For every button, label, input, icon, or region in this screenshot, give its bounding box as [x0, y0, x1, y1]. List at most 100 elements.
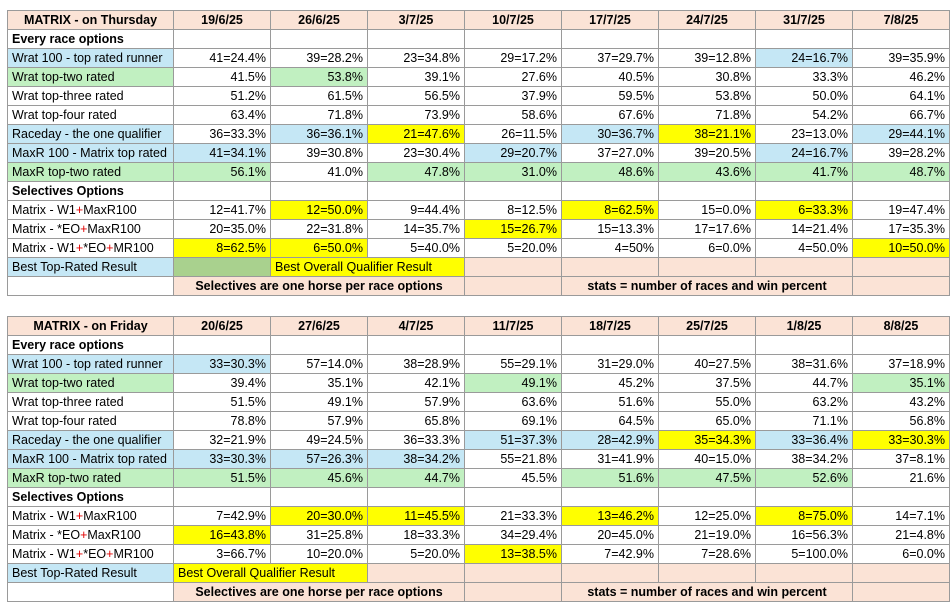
stat-cell: 23=13.0%: [755, 124, 853, 144]
stat-cell: 6=0.0%: [658, 238, 756, 258]
empty-cell: [173, 29, 271, 49]
notes-row: Selectives are one horse per race option…: [7, 276, 950, 296]
stat-cell: 44.7%: [367, 468, 465, 488]
empty-cell: [270, 29, 368, 49]
row-label: Matrix - W1+MaxR100: [7, 506, 174, 526]
stat-cell: 34=29.4%: [464, 525, 562, 545]
empty-cell: [658, 29, 756, 49]
label-part: MaxR100: [87, 222, 141, 236]
notes-row: Selectives are one horse per race option…: [7, 582, 950, 602]
stat-cell: 33=30.3%: [173, 354, 271, 374]
table-row: Raceday - the one qualifier 32=21.9% 49=24…: [7, 430, 950, 450]
stat-cell: 78.8%: [173, 411, 271, 431]
empty-cell: [658, 257, 756, 277]
empty-cell: [464, 335, 562, 355]
stat-cell: 16=43.8%: [173, 525, 271, 545]
header-row: MATRIX - on Friday 20/6/25 27/6/25 4/7/25 11…: [7, 316, 950, 336]
stat-cell: 39=20.5%: [658, 143, 756, 163]
stat-cell: 51.5%: [173, 392, 271, 412]
empty-cell: [755, 335, 853, 355]
table-row: Matrix - *EO+MaxR100 20=35.0% 22=31.8% 14=3…: [7, 219, 950, 239]
stat-cell: 21=4.8%: [852, 525, 950, 545]
stat-cell: 35=34.3%: [658, 430, 756, 450]
row-label: Wrat top-three rated: [7, 86, 174, 106]
stat-cell: 40=27.5%: [658, 354, 756, 374]
empty-cell: [755, 29, 853, 49]
empty-cell: [270, 487, 368, 507]
empty-cell: [367, 487, 465, 507]
stat-cell: 42.1%: [367, 373, 465, 393]
stat-cell: 55=29.1%: [464, 354, 562, 374]
selectives-section-label: Selectives Options: [7, 181, 174, 201]
date-header: 8/8/25: [852, 316, 950, 336]
legend-row: Best Top-Rated Result Best Overall Qualif…: [7, 257, 950, 277]
row-label: Wrat top-two rated: [7, 373, 174, 393]
row-label: Wrat top-four rated: [7, 105, 174, 125]
stat-cell: 6=33.3%: [755, 200, 853, 220]
stat-cell: 21.6%: [852, 468, 950, 488]
stat-cell: 49.1%: [270, 392, 368, 412]
row-label: Matrix - W1+*EO+MR100: [7, 238, 174, 258]
stat-cell: 38=28.9%: [367, 354, 465, 374]
stat-cell: 66.7%: [852, 105, 950, 125]
stat-cell: 39=30.8%: [270, 143, 368, 163]
row-label: Matrix - W1+*EO+MR100: [7, 544, 174, 564]
empty-cell: [7, 276, 174, 296]
stat-cell: 63.2%: [755, 392, 853, 412]
stat-cell: 21=19.0%: [658, 525, 756, 545]
stat-cell: 38=31.6%: [755, 354, 853, 374]
stat-cell: 8=62.5%: [173, 238, 271, 258]
stat-cell: 37.9%: [464, 86, 562, 106]
date-header: 17/7/25: [561, 10, 659, 30]
stat-cell: 39=28.2%: [270, 48, 368, 68]
stat-cell: 12=50.0%: [270, 200, 368, 220]
stat-cell: 64.1%: [852, 86, 950, 106]
empty-cell: [755, 181, 853, 201]
plus-sign: +: [75, 547, 84, 561]
empty-cell: [7, 582, 174, 602]
stat-cell: 12=41.7%: [173, 200, 271, 220]
stat-cell: 49=24.5%: [270, 430, 368, 450]
empty-cell: [852, 582, 950, 602]
label-part: Matrix - *EO: [12, 222, 81, 236]
table-row: Wrat 100 - top rated runner 33=30.3% 57=14…: [7, 354, 950, 374]
stat-cell: 39=12.8%: [658, 48, 756, 68]
stat-cell: 39.4%: [173, 373, 271, 393]
label-part: Matrix - W1: [12, 203, 76, 217]
empty-cell: [755, 257, 853, 277]
empty-cell: [367, 335, 465, 355]
empty-cell: [173, 181, 271, 201]
selectives-section-label: Selectives Options: [7, 487, 174, 507]
every-race-section-label: Every race options: [7, 29, 174, 49]
stat-cell: 20=30.0%: [270, 506, 368, 526]
label-part: *EO: [83, 547, 107, 561]
stat-cell: 33=36.4%: [755, 430, 853, 450]
empty-cell: [464, 563, 562, 583]
legend-best-top-rated: Best Top-Rated Result: [7, 563, 174, 583]
date-header: 1/8/25: [755, 316, 853, 336]
row-label: Wrat top-three rated: [7, 392, 174, 412]
note-selectives: Selectives are one horse per race option…: [173, 582, 465, 602]
header-row: MATRIX - on Thursday 19/6/25 26/6/25 3/7/25…: [7, 10, 950, 30]
empty-cell: [852, 276, 950, 296]
stat-cell: 38=21.1%: [658, 124, 756, 144]
empty-cell: [561, 487, 659, 507]
label-part: Matrix - W1: [12, 547, 76, 561]
legend-row: Best Top-Rated Result Best Overall Qualif…: [7, 563, 950, 583]
stat-cell: 45.5%: [464, 468, 562, 488]
stat-cell: 36=36.1%: [270, 124, 368, 144]
stat-cell: 14=21.4%: [755, 219, 853, 239]
table-row: Wrat top-two rated 39.4% 35.1% 42.1% 49.1% 45…: [7, 373, 950, 393]
row-label: Wrat top-four rated: [7, 411, 174, 431]
friday-matrix-table: MATRIX - on Friday 20/6/25 27/6/25 4/7/25 11…: [7, 316, 950, 602]
section-row: Selectives Options: [7, 487, 950, 507]
label-part: MaxR100: [83, 509, 137, 523]
empty-cell: [464, 487, 562, 507]
stat-cell: 52.6%: [755, 468, 853, 488]
every-race-section-label: Every race options: [7, 335, 174, 355]
table-row: MaxR top-two rated 51.5% 45.6% 44.7% 45.5% 51…: [7, 468, 950, 488]
empty-cell: [270, 181, 368, 201]
stat-cell: 56.5%: [367, 86, 465, 106]
legend-best-overall: Best Overall Qualifier Result: [270, 257, 465, 277]
stat-cell: 53.8%: [658, 86, 756, 106]
